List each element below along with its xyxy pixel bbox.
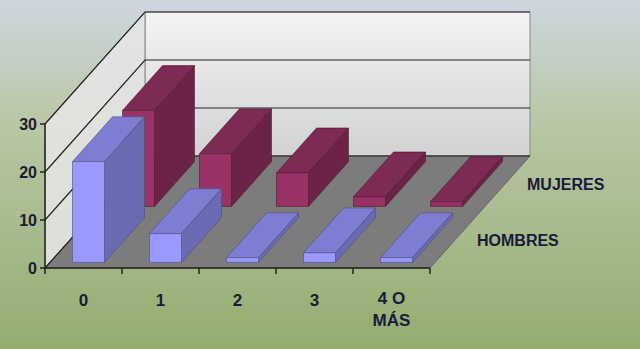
bar-top: [354, 152, 426, 197]
category-tick: [429, 268, 431, 274]
background: [0, 0, 640, 349]
y-tick-label: 30: [19, 116, 37, 133]
bar-front: [227, 258, 259, 263]
bar-front: [150, 234, 182, 263]
bar: [304, 208, 376, 262]
bar: [431, 157, 503, 207]
x-axis: [45, 267, 430, 269]
page: {"chart_data": {"type": "bar", "categori…: [0, 0, 640, 349]
bars: [73, 66, 503, 263]
bar-top: [73, 117, 145, 162]
bar-top: [381, 213, 453, 258]
side-wall: [45, 12, 145, 268]
category-tick: [121, 268, 123, 274]
category-tick: [198, 268, 200, 274]
bar: [277, 128, 349, 206]
y-tick-label: 20: [19, 164, 37, 181]
chart: 0 10 20 30 0 1 2 3 4 O MÁS HOMBRES MUJERES: [0, 0, 640, 349]
bar-top: [123, 66, 195, 111]
bar-front: [73, 162, 105, 263]
bar-front: [277, 173, 309, 207]
x-tick-label: 2: [233, 291, 242, 310]
y-tick-label: 10: [19, 212, 37, 229]
label-line: 4 O: [378, 289, 405, 308]
bar: [354, 152, 426, 206]
legend-label: MUJERES: [527, 176, 605, 193]
x-tick-label: 0: [79, 291, 88, 310]
bar-top: [277, 128, 349, 173]
y-tick-label: 0: [28, 260, 37, 277]
bar-front: [431, 202, 463, 207]
category-tick: [352, 268, 354, 274]
bar: [150, 189, 222, 263]
bar: [73, 117, 145, 263]
grid-line: [45, 12, 530, 124]
category-tick: [275, 268, 277, 274]
y-axis: [44, 124, 46, 268]
bar: [381, 213, 453, 263]
bar-top: [150, 189, 222, 234]
category-tick: [44, 268, 46, 274]
x-tick-label: 4 O MÁS: [373, 289, 411, 330]
bar-top: [304, 208, 376, 253]
bar-top: [227, 213, 299, 258]
bar-front: [304, 253, 336, 263]
bar-top: [200, 109, 272, 154]
label-line: MÁS: [373, 311, 411, 330]
bar-top: [431, 157, 503, 202]
bar-front: [381, 258, 413, 263]
legend-label: HOMBRES: [477, 232, 559, 249]
bar-front: [354, 197, 386, 207]
x-tick-label: 1: [156, 291, 165, 310]
bar: [227, 213, 299, 263]
x-tick-label: 3: [310, 291, 319, 310]
